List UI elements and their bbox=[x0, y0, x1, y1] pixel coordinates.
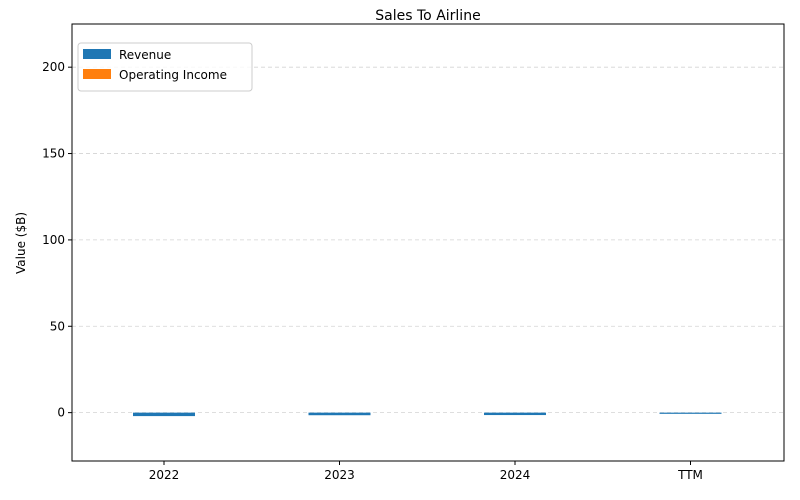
bar-revenue bbox=[484, 412, 546, 416]
y-tick-label: 50 bbox=[50, 319, 65, 333]
x-axis: 2022 2023 2024 TTM bbox=[149, 461, 703, 482]
legend-swatch bbox=[83, 49, 111, 59]
x-tick-label: 2024 bbox=[500, 468, 531, 482]
plot-frame bbox=[71, 23, 785, 462]
legend-label: Operating Income bbox=[119, 68, 227, 82]
y-tick-label: 200 bbox=[42, 60, 65, 74]
chart-title: Sales To Airline bbox=[375, 8, 480, 24]
x-tick-label: TTM bbox=[677, 468, 703, 482]
legend-label: Revenue bbox=[119, 48, 171, 62]
bars bbox=[133, 412, 722, 417]
x-tick-label: 2022 bbox=[149, 468, 180, 482]
y-tick-label: 0 bbox=[57, 406, 65, 420]
y-axis: 0 50 100 150 200 bbox=[42, 60, 72, 420]
y-tick-label: 150 bbox=[42, 147, 65, 161]
y-axis-title: Value ($B) bbox=[14, 212, 28, 274]
legend: Revenue Operating Income bbox=[77, 42, 253, 92]
x-tick-label: 2023 bbox=[324, 468, 355, 482]
bar-revenue bbox=[133, 412, 195, 417]
plot-background bbox=[72, 24, 784, 461]
bar-revenue bbox=[308, 412, 371, 416]
legend-swatch bbox=[83, 69, 111, 79]
legend-frame bbox=[77, 42, 253, 92]
y-tick-label: 100 bbox=[42, 233, 65, 247]
bar-revenue bbox=[659, 412, 722, 414]
